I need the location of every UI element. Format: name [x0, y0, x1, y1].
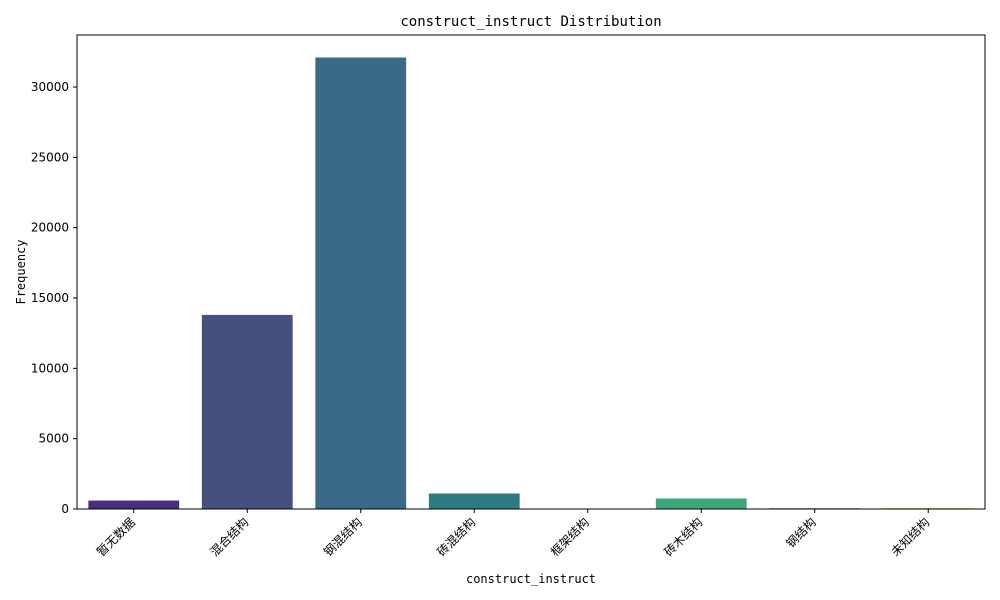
x-tick-label: 砖木结构 — [661, 515, 706, 560]
y-tick-label: 5000 — [38, 432, 69, 446]
x-tick-label: 钢混结构 — [320, 515, 365, 560]
bar — [315, 57, 407, 509]
y-axis-label: Frequency — [14, 239, 28, 304]
x-axis-label: construct_instruct — [466, 572, 596, 586]
x-tick-label: 钢结构 — [783, 515, 819, 551]
y-tick-label: 25000 — [31, 150, 69, 164]
y-tick-label: 0 — [61, 502, 69, 516]
bar — [201, 314, 293, 509]
y-tick-label: 10000 — [31, 361, 69, 375]
x-tick-label: 暂无数据 — [93, 515, 138, 560]
y-tick-label: 20000 — [31, 221, 69, 235]
chart-title: construct_instruct Distribution — [400, 14, 661, 30]
bar — [88, 500, 180, 509]
bar — [655, 498, 747, 509]
x-tick-label: 框架结构 — [547, 515, 592, 560]
axes-frame — [76, 34, 986, 510]
x-tick-label: 未知结构 — [888, 515, 933, 560]
x-tick-label: 混合结构 — [207, 515, 252, 560]
x-tick-label: 砖混结构 — [434, 515, 479, 560]
plot-area: 0 5000 10000 15000 20000 25000 30000 暂无数据 混合结构 钢混… — [31, 34, 986, 560]
y-tick-label: 15000 — [31, 291, 69, 305]
y-tick-label: 30000 — [31, 80, 69, 94]
bar — [428, 493, 520, 509]
